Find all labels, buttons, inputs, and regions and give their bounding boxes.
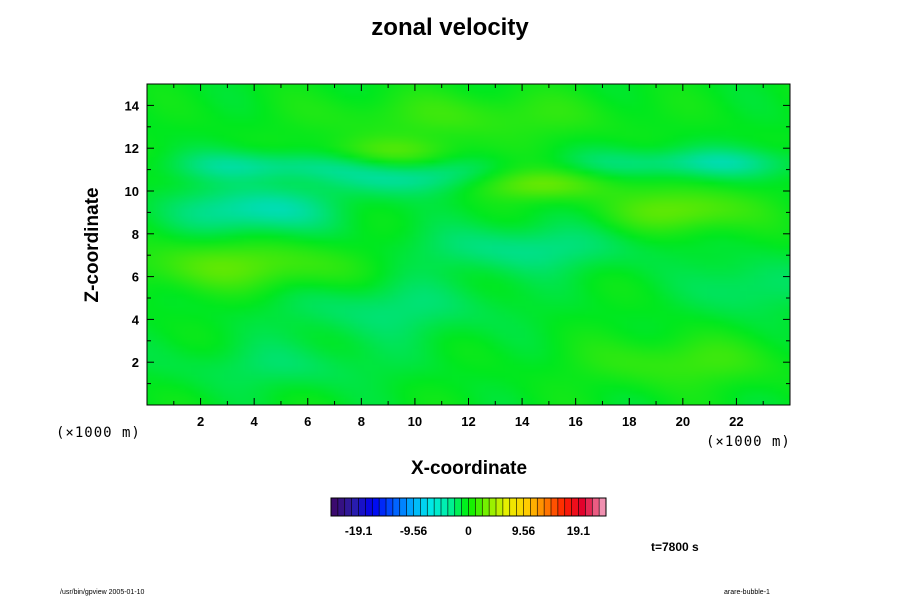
heatmap-image [147,84,790,405]
colorbar-cell [372,498,380,516]
x-tick-label: 16 [568,414,582,429]
x-tick-label: 22 [729,414,743,429]
colorbar-cell [571,498,579,516]
colorbar-cell [537,498,545,516]
colorbar-cell [475,498,483,516]
y-tick-label: 2 [132,355,139,370]
colorbar-tick-label: 0 [465,524,472,538]
x-tick-label: 10 [408,414,422,429]
footer-left: /usr/bin/gpview 2005-01-10 [60,589,145,596]
colorbar-frame [330,497,607,517]
colorbar-cell [413,498,421,516]
colorbar-cell [461,498,469,516]
colorbar-cell [530,498,538,516]
colorbar-cell [427,498,435,516]
colorbar-cell [468,498,476,516]
colorbar-cell [406,498,414,516]
colorbar-cell [351,498,359,516]
colorbar-cell [585,498,593,516]
x-tick-label: 8 [358,414,365,429]
x-axis-label: X-coordinate [410,458,528,479]
colorbar-cell [447,498,456,516]
colorbar-cell [399,498,407,516]
y-tick-label: 14 [125,98,140,113]
x-tick-label: 20 [676,414,690,429]
colorbar-cell [578,498,586,516]
colorbar-cell [441,498,449,516]
y-tick-label: 8 [132,227,139,242]
x-tick-label: 6 [304,414,311,429]
chart-title: zonal velocity [371,14,529,41]
colorbar-cell [599,498,607,516]
colorbar-cell [592,498,600,516]
colorbar-cell [489,498,497,516]
x-tick-label: 2 [197,414,204,429]
y-tick-label: 4 [132,312,140,327]
colorbar-tick-label: 9.56 [512,524,536,538]
x-tick-label: 18 [622,414,636,429]
colorbar-cell [331,498,339,516]
footer-right: arare-bubble-1 [724,589,770,596]
x-axis-multiplier: (×1000 m) [706,434,791,450]
colorbar-cell [496,498,504,516]
colorbar-cell [365,498,373,516]
colorbar-cell [502,498,511,516]
colorbar-tick-label: -9.56 [400,524,428,538]
colorbar-cell [509,498,517,516]
colorbar-cell [544,498,552,516]
x-tick-label: 14 [515,414,530,429]
colorbar-cell [557,498,566,516]
colorbar-cell [516,498,524,516]
colorbar-tick-label: 19.1 [567,524,591,538]
colorbar-cell [434,498,442,516]
colorbar-cell [386,498,394,516]
colorbar-cell [454,498,462,516]
y-tick-label: 12 [125,141,139,156]
colorbar-cell [337,498,346,516]
heatmap-field [147,84,790,405]
colorbar-cell [379,498,387,516]
colorbar-cell [358,498,366,516]
colorbar-tick-label: -19.1 [345,524,373,538]
colorbar-cell [420,498,428,516]
colorbar-cell [344,498,352,516]
time-label: t=7800 s [651,540,699,554]
colorbar-cell [551,498,559,516]
colorbar-cell [482,498,490,516]
colorbar-cell [564,498,572,516]
z-axis-multiplier: (×1000 m) [56,425,141,441]
x-tick-label: 12 [461,414,475,429]
colorbar: -19.1 -9.56 0 9.56 19.1 [330,497,607,538]
x-tick-label: 4 [251,414,259,429]
colorbar-cell [523,498,531,516]
colorbar-cell [392,498,401,516]
y-tick-label: 10 [125,184,139,199]
y-tick-label: 6 [132,270,139,285]
